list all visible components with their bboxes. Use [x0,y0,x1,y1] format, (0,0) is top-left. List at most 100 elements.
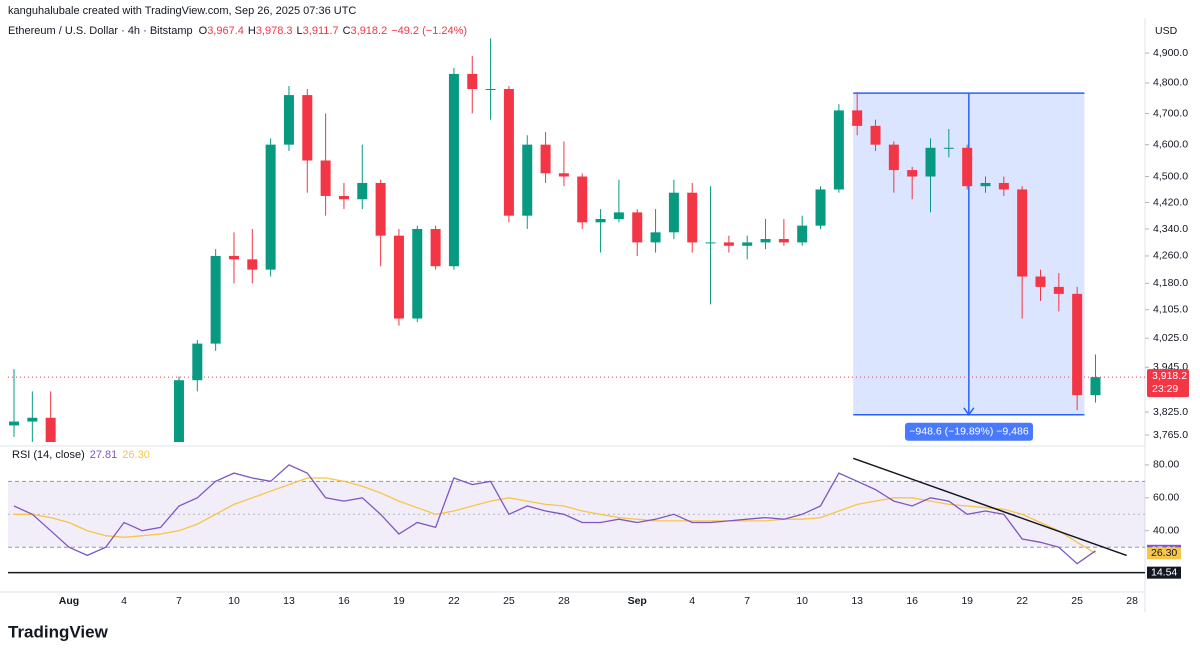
candle-body [925,147,936,177]
x-tick-label: 7 [744,595,750,607]
candle-body [742,242,753,246]
x-tick-label: 4 [689,595,695,607]
rsi-last: 27.81 [90,449,118,461]
candle-body [393,235,404,319]
candle-body [632,212,643,243]
x-tick-label: 19 [393,595,405,607]
rsi-support-tag: 14.54 [1151,566,1177,578]
candle-body [540,144,551,174]
candle-body [870,125,881,145]
x-tick-label: 28 [558,595,570,607]
rsi-band [8,481,1145,548]
candle-body [265,144,276,270]
rsi-ma-last: 26.30 [122,449,150,461]
x-tick-label: 22 [1016,595,1028,607]
candle-body [613,212,624,219]
x-tick-label: Sep [628,595,647,607]
candle-body [778,239,789,243]
y-tick-label: 4,420.0 [1153,196,1188,208]
candle-body [998,182,1009,190]
x-tick-label: 25 [1071,595,1083,607]
y-tick-label: 4,340.0 [1153,223,1188,235]
rsi-ma-tag: 26.30 [1151,547,1177,559]
x-tick-label: 4 [121,595,127,607]
x-tick-label: 13 [283,595,295,607]
candle-body [283,95,294,145]
rsi-ma-tag-box [1147,547,1181,560]
ohlc-value: 3,918.2 [351,25,388,37]
rsi-lines [13,464,1096,565]
candle-body [760,239,771,243]
y-tick-label: 4,900.0 [1153,47,1188,59]
candle-body [833,110,844,190]
candle-body [888,144,899,171]
x-tick-label: 10 [228,595,240,607]
candle-body [173,380,184,442]
candle-body [412,228,423,319]
ohlc-key: O [199,25,208,37]
candle-body [723,242,734,246]
candle-body [668,192,679,233]
countdown: 23:29 [1152,383,1178,395]
candle-body [962,147,973,187]
candle-body [595,218,606,223]
candle-body [577,176,588,223]
ohlc-key: L [297,25,303,37]
brand: TradingView [8,622,109,641]
candle-body [650,232,661,243]
x-tick-label: 25 [503,595,515,607]
candle-body [907,170,918,177]
symbol: Ethereum / U.S. Dollar · 4h · Bitstamp [8,25,193,37]
x-tick-label: 13 [851,595,863,607]
candle-body [27,417,38,422]
y-tick-label: 4,260.0 [1153,250,1188,262]
x-tick-label: 7 [176,595,182,607]
candle-body [357,182,368,200]
symbol-legend: Ethereum / U.S. Dollar · 4h · Bitstamp O 3… [8,25,467,37]
y-tick-label: 4,700.0 [1153,107,1188,119]
rsi-tick-label: 80.00 [1153,459,1179,471]
rsi-support-tag-box [1147,566,1181,579]
x-tick-label: 16 [338,595,350,607]
candle-body [797,225,808,243]
y-tick-label: 4,025.0 [1153,332,1188,344]
candle-body [558,173,569,177]
candle-body [45,417,56,442]
candle-body [1017,189,1028,277]
candle-body [1090,377,1101,396]
candle-body [338,195,349,200]
x-tick-label: 16 [906,595,918,607]
candle-body [943,147,954,149]
y-tick-label: 3,765.0 [1153,429,1188,441]
rsi-tick-label: 40.00 [1153,525,1179,537]
candle-body [467,73,478,90]
caption: kanguhalubale created with TradingView.c… [8,5,356,17]
currency: USD [1155,25,1178,37]
rsi-title: RSI (14, close) [12,449,85,461]
x-tick-label: Aug [59,595,79,607]
measure-label-box [905,422,1033,441]
x-tick-label: 28 [1126,595,1138,607]
candle-body [375,182,386,236]
x-tick-label: 19 [961,595,973,607]
y-tick-label: 4,180.0 [1153,277,1188,289]
y-tick-label: 4,600.0 [1153,138,1188,150]
ohlc-value: 3,978.3 [256,25,293,37]
candle-body [852,110,863,126]
candle-body [9,421,20,426]
y-tick-label: 4,800.0 [1153,77,1188,89]
candle-body [320,160,331,196]
candle-body [192,343,203,381]
candle-body [815,189,826,226]
candle-body [228,255,239,260]
y-tick-label: 4,105.0 [1153,303,1188,315]
change: −49.2 (−1.24%) [391,25,467,37]
measure-arrow-head [963,407,975,417]
candle-body [980,182,991,187]
candle-body [503,89,514,216]
candle-body [247,259,258,270]
candle-body [485,89,496,91]
measure-label: −948.6 (−19.89%) −9,486 [909,426,1029,438]
